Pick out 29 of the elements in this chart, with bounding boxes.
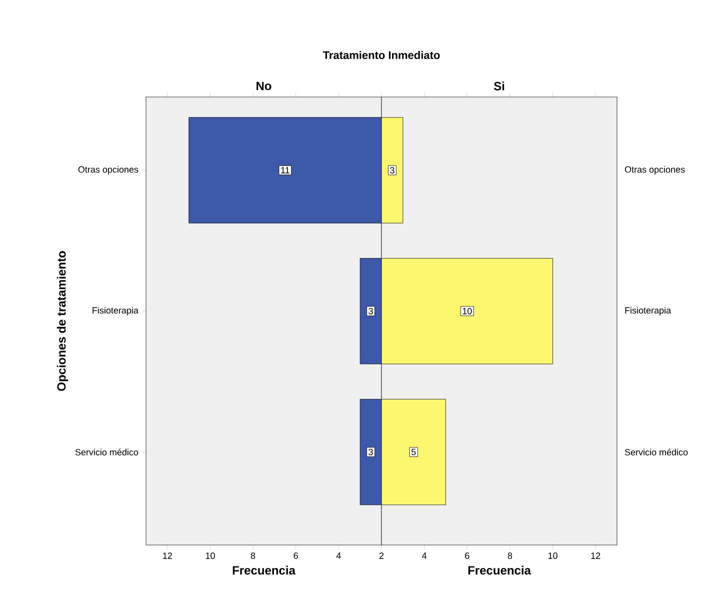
x-tick-label: 4 [422, 552, 427, 559]
x-tick-label: 10 [206, 552, 215, 559]
x-tick-label: 2 [379, 552, 384, 559]
x-tick-label: 6 [465, 552, 470, 559]
data-label: 11 [281, 167, 290, 174]
x-tick-label: 12 [163, 552, 172, 559]
x-tick-label: 10 [548, 552, 558, 559]
y-tick-label: Servicio médico [624, 448, 688, 456]
x-tick-label: 8 [250, 552, 256, 559]
data-label: 3 [390, 167, 394, 174]
x-tick-label: 8 [508, 552, 512, 559]
x-tick-label: 6 [294, 552, 298, 559]
chart-title: Tratamiento Inmediato [322, 50, 440, 60]
chart-subtitle: No [256, 82, 272, 90]
y-tick-label: Fisioterapia [92, 306, 138, 316]
y-axis-title: Opciones de tratamiento [56, 251, 68, 391]
x-tick-label: 12 [591, 552, 600, 559]
y-tick-label: Otras opciones [78, 166, 138, 174]
x-axis-title: Frecuencia [468, 566, 532, 575]
x-tick-label: 4 [336, 552, 341, 559]
data-label: 10 [462, 308, 472, 314]
y-tick-label: Servicio médico [75, 448, 138, 456]
data-label: 3 [368, 308, 373, 314]
y-tick-label: Otras opciones [624, 166, 685, 174]
y-tick-label: Fisioterapia [625, 306, 672, 316]
x-axis-title: Frecuencia [232, 566, 296, 575]
data-label: 3 [368, 448, 373, 456]
chart-subtitle: Si [494, 82, 504, 90]
data-label: 5 [411, 448, 416, 456]
